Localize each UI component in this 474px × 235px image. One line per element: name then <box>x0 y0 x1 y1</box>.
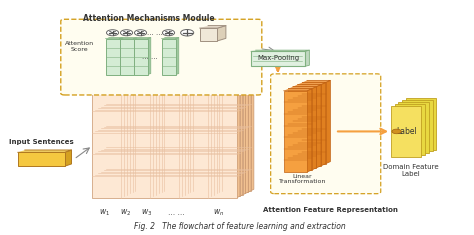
Circle shape <box>135 30 146 36</box>
Text: ... ...: ... ... <box>146 30 163 36</box>
Polygon shape <box>64 150 72 166</box>
Circle shape <box>120 30 133 36</box>
Bar <box>104 62 248 192</box>
Polygon shape <box>293 85 321 87</box>
FancyBboxPatch shape <box>61 19 262 95</box>
Bar <box>200 28 218 41</box>
Text: $w_1$: $w_1$ <box>99 208 109 218</box>
Bar <box>101 63 246 193</box>
Polygon shape <box>305 50 310 67</box>
Polygon shape <box>119 38 137 39</box>
Polygon shape <box>134 38 151 39</box>
Polygon shape <box>243 63 246 195</box>
Bar <box>162 39 175 74</box>
Polygon shape <box>298 82 326 85</box>
Text: Max-Pooling: Max-Pooling <box>257 55 299 61</box>
Polygon shape <box>246 62 248 193</box>
Bar <box>391 106 421 157</box>
Circle shape <box>181 29 194 36</box>
Polygon shape <box>321 82 326 166</box>
Polygon shape <box>175 38 179 74</box>
Bar <box>284 91 307 172</box>
Polygon shape <box>218 26 226 41</box>
Polygon shape <box>312 87 316 170</box>
Circle shape <box>107 30 118 36</box>
Bar <box>106 39 119 74</box>
Polygon shape <box>284 89 312 91</box>
Polygon shape <box>288 87 316 89</box>
Circle shape <box>392 129 401 134</box>
Bar <box>18 152 64 166</box>
Bar <box>288 89 312 170</box>
Bar <box>134 39 147 74</box>
Bar <box>399 102 429 153</box>
Bar <box>92 68 237 198</box>
Bar <box>406 98 436 149</box>
Polygon shape <box>106 38 123 39</box>
Polygon shape <box>119 38 123 74</box>
Bar <box>95 66 240 196</box>
Polygon shape <box>162 38 179 39</box>
Polygon shape <box>107 59 254 61</box>
Bar <box>107 61 251 191</box>
Text: ... ...: ... ... <box>142 54 158 60</box>
Polygon shape <box>200 26 226 28</box>
Polygon shape <box>302 80 330 82</box>
Polygon shape <box>251 50 310 51</box>
Polygon shape <box>326 80 330 164</box>
Text: $w_2$: $w_2$ <box>119 208 131 218</box>
Bar <box>395 104 425 155</box>
Text: Attention Feature Representation: Attention Feature Representation <box>263 208 398 213</box>
Bar <box>298 85 321 166</box>
Text: Label: Label <box>396 127 417 136</box>
Text: Attention
Score: Attention Score <box>65 41 94 52</box>
FancyBboxPatch shape <box>271 74 381 194</box>
Polygon shape <box>147 38 151 74</box>
Text: Domain Feature
Label: Domain Feature Label <box>383 164 439 177</box>
Polygon shape <box>316 85 321 168</box>
Polygon shape <box>18 150 72 152</box>
Polygon shape <box>237 66 240 198</box>
Bar <box>98 65 243 195</box>
Polygon shape <box>134 38 137 74</box>
Bar <box>119 39 134 74</box>
Text: $w_n$: $w_n$ <box>213 208 224 218</box>
Text: Attention Mechanisms Module: Attention Mechanisms Module <box>82 14 214 23</box>
Text: Linear
Transformation: Linear Transformation <box>279 174 326 184</box>
Bar <box>251 51 305 67</box>
Bar <box>402 100 432 151</box>
Circle shape <box>163 30 174 36</box>
Text: Input Sentences: Input Sentences <box>9 139 73 145</box>
Text: ... ...: ... ... <box>168 208 185 217</box>
Bar <box>293 87 316 168</box>
Polygon shape <box>240 65 243 196</box>
Polygon shape <box>248 61 251 192</box>
Text: $w_3$: $w_3$ <box>140 208 152 218</box>
Polygon shape <box>307 89 312 172</box>
Bar <box>302 82 326 164</box>
Text: Fig. 2   The flowchart of feature learning and extraction: Fig. 2 The flowchart of feature learning… <box>134 222 345 231</box>
Polygon shape <box>251 59 254 191</box>
